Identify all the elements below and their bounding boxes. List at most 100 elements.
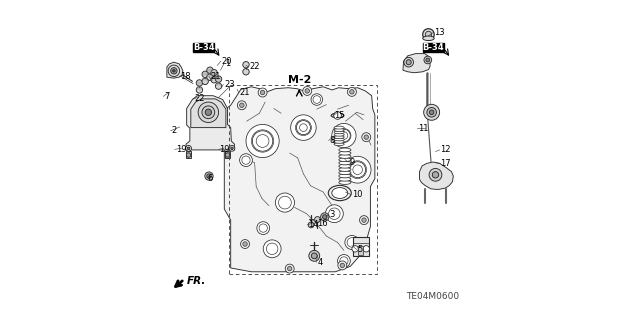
Circle shape (424, 56, 431, 64)
Ellipse shape (334, 126, 344, 129)
Text: 5: 5 (358, 245, 363, 254)
Circle shape (432, 172, 438, 178)
Circle shape (349, 162, 365, 178)
Ellipse shape (339, 181, 351, 184)
Circle shape (216, 76, 221, 82)
Circle shape (349, 90, 354, 94)
Ellipse shape (339, 161, 351, 165)
Ellipse shape (339, 171, 351, 174)
Ellipse shape (339, 174, 351, 178)
Circle shape (349, 161, 367, 179)
Ellipse shape (328, 185, 351, 201)
Circle shape (363, 246, 369, 252)
Circle shape (205, 172, 213, 180)
Ellipse shape (339, 177, 351, 181)
Ellipse shape (334, 131, 344, 134)
Circle shape (406, 60, 412, 65)
Text: 11: 11 (419, 124, 429, 133)
Circle shape (241, 240, 250, 249)
Text: 8: 8 (330, 136, 335, 145)
Ellipse shape (339, 148, 351, 152)
Circle shape (173, 70, 175, 72)
Text: 19: 19 (220, 145, 230, 154)
Circle shape (340, 132, 348, 139)
Circle shape (257, 222, 269, 234)
Circle shape (243, 62, 249, 68)
Circle shape (202, 106, 215, 119)
Text: 16: 16 (317, 219, 328, 228)
Ellipse shape (339, 154, 351, 158)
Circle shape (246, 124, 279, 158)
Polygon shape (403, 54, 430, 73)
Circle shape (312, 253, 317, 259)
Circle shape (332, 123, 356, 148)
Circle shape (285, 264, 294, 273)
Circle shape (296, 120, 312, 136)
Circle shape (207, 67, 213, 73)
Circle shape (345, 235, 359, 249)
Circle shape (205, 109, 212, 115)
Polygon shape (420, 162, 453, 189)
Circle shape (340, 263, 344, 268)
Text: 18: 18 (180, 72, 191, 81)
Text: 6: 6 (208, 174, 213, 182)
Circle shape (216, 83, 221, 89)
Circle shape (266, 243, 278, 255)
Circle shape (348, 87, 356, 96)
Circle shape (287, 266, 292, 271)
Circle shape (252, 130, 274, 152)
Circle shape (278, 196, 291, 209)
Ellipse shape (334, 129, 344, 131)
Circle shape (258, 88, 267, 97)
Circle shape (300, 124, 307, 131)
Circle shape (308, 222, 314, 228)
Circle shape (168, 65, 180, 77)
Text: FR.: FR. (187, 276, 206, 286)
Text: 23: 23 (224, 80, 235, 89)
Circle shape (347, 238, 356, 247)
Circle shape (313, 96, 321, 103)
Circle shape (211, 70, 218, 76)
Circle shape (424, 104, 440, 120)
Text: 22: 22 (249, 63, 260, 71)
Text: 13: 13 (434, 28, 445, 37)
Circle shape (259, 224, 268, 232)
Text: 1: 1 (225, 59, 230, 68)
Text: 22: 22 (194, 94, 205, 103)
Circle shape (242, 156, 250, 164)
Ellipse shape (331, 113, 344, 118)
Circle shape (362, 133, 371, 142)
Ellipse shape (334, 133, 344, 136)
FancyBboxPatch shape (422, 43, 444, 52)
Circle shape (337, 129, 351, 143)
Circle shape (198, 102, 218, 122)
Circle shape (243, 242, 247, 246)
Circle shape (340, 257, 348, 265)
Circle shape (426, 58, 429, 62)
Polygon shape (224, 87, 375, 272)
Circle shape (344, 156, 371, 183)
Text: 3: 3 (330, 210, 335, 219)
Circle shape (237, 101, 246, 110)
Text: 10: 10 (352, 190, 362, 199)
Circle shape (263, 240, 281, 258)
Circle shape (188, 147, 190, 150)
Circle shape (429, 168, 442, 181)
Circle shape (225, 153, 230, 157)
Circle shape (429, 110, 434, 115)
Text: 2: 2 (172, 126, 177, 135)
Text: 7: 7 (164, 92, 170, 101)
Circle shape (328, 208, 340, 219)
Circle shape (229, 145, 235, 151)
Circle shape (303, 86, 312, 95)
Ellipse shape (339, 158, 351, 162)
Text: 21: 21 (239, 88, 250, 97)
FancyBboxPatch shape (193, 43, 214, 52)
Ellipse shape (339, 167, 351, 171)
Circle shape (256, 135, 269, 147)
Circle shape (321, 213, 329, 221)
Circle shape (196, 87, 203, 93)
Circle shape (427, 108, 436, 117)
Circle shape (362, 218, 366, 222)
Circle shape (196, 80, 203, 86)
